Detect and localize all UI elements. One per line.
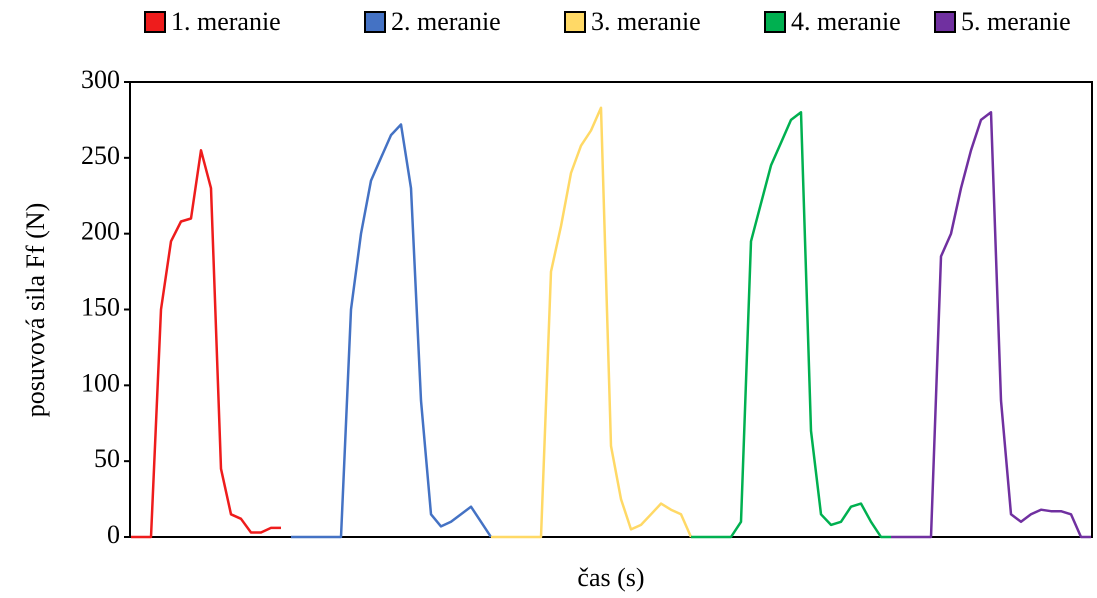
- data-line: [691, 111, 891, 539]
- y-axis-label: posuvová sila Ff (N): [21, 203, 50, 417]
- y-tick-label: 300: [81, 65, 120, 94]
- data-line: [491, 106, 693, 539]
- legend-swatch: [764, 11, 786, 33]
- legend-label: 4. meranie: [791, 7, 901, 36]
- y-tick-label: 100: [81, 368, 120, 397]
- legend-label: 1. meranie: [171, 7, 281, 36]
- x-axis-label: čas (s): [577, 563, 644, 592]
- legend-label: 2. meranie: [391, 7, 501, 36]
- y-tick-label: 150: [81, 292, 120, 321]
- y-tick-label: 0: [107, 520, 120, 549]
- y-tick-label: 200: [81, 217, 120, 246]
- legend-swatch: [144, 11, 166, 33]
- legend-label: 5. meranie: [961, 7, 1071, 36]
- y-tick-label: 250: [81, 141, 120, 170]
- legend-swatch: [364, 11, 386, 33]
- legend-label: 3. meranie: [591, 7, 701, 36]
- data-line: [131, 149, 281, 539]
- legend-swatch: [564, 11, 586, 33]
- data-line: [891, 111, 1091, 539]
- plot-frame: [129, 81, 1093, 538]
- data-line: [291, 123, 493, 539]
- legend-swatch: [934, 11, 956, 33]
- y-tick-label: 50: [94, 444, 120, 473]
